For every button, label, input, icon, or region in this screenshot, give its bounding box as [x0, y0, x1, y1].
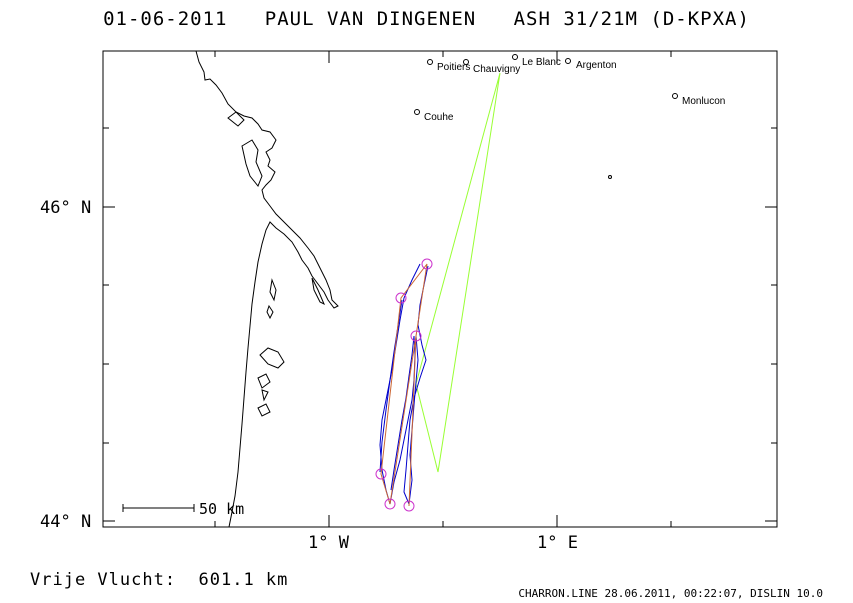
town-marker	[414, 109, 420, 115]
town-marker	[512, 54, 518, 60]
town-marker	[427, 59, 433, 65]
lon-label-1w: 1° W	[308, 533, 350, 553]
gps-track	[379, 263, 429, 505]
town-marker	[565, 58, 571, 64]
town-marker	[608, 175, 612, 179]
town-label: Chauvigny	[473, 64, 520, 75]
turnpoints	[375, 258, 433, 512]
page-title: 01-06-2011 PAUL VAN DINGENEN ASH 31/21M …	[103, 8, 750, 30]
free-flight-distance: Vrije Vlucht: 601.1 km	[30, 570, 289, 590]
town-label: Monlucon	[682, 96, 725, 107]
towns: Poitiers Chauvigny Le Blanc Argenton Mon…	[414, 54, 725, 179]
axis-ticks	[103, 51, 777, 527]
town-marker	[672, 93, 678, 99]
lon-label-1e: 1° E	[537, 533, 578, 553]
town-label: Le Blanc	[522, 57, 561, 68]
town-label: Poitiers	[437, 62, 470, 73]
scale-bar-label: 50 km	[199, 500, 244, 518]
town-marker	[463, 59, 469, 65]
lat-label-46: 46° N	[40, 198, 91, 218]
town-label: Couhe	[424, 112, 454, 123]
town-label: Argenton	[576, 60, 617, 71]
coastline	[195, 50, 339, 528]
footer-credit: CHARRON.LINE 28.06.2011, 00:22:07, DISLI…	[518, 587, 823, 600]
lat-label-44: 44° N	[40, 512, 91, 532]
flight-legs	[380, 263, 428, 507]
optimized-route	[415, 72, 501, 473]
scale-bar	[122, 504, 195, 512]
map-frame	[102, 50, 778, 528]
